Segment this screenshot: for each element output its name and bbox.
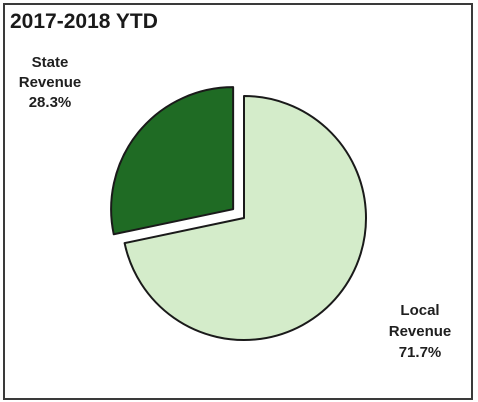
pie-slice-state-revenue [110,86,235,236]
state-revenue-percent-label: 28.3% [29,94,72,111]
state-revenue-label-line1: State [32,54,69,71]
chart-title: 2017-2018 YTD [10,10,158,33]
local-revenue-percent-label: 71.7% [399,344,442,361]
state-revenue-label-line2: Revenue [19,74,82,91]
local-revenue-label-line1: Local [400,302,439,319]
local-revenue-label-line2: Revenue [389,323,452,340]
pie-slice-local-revenue [123,95,367,341]
